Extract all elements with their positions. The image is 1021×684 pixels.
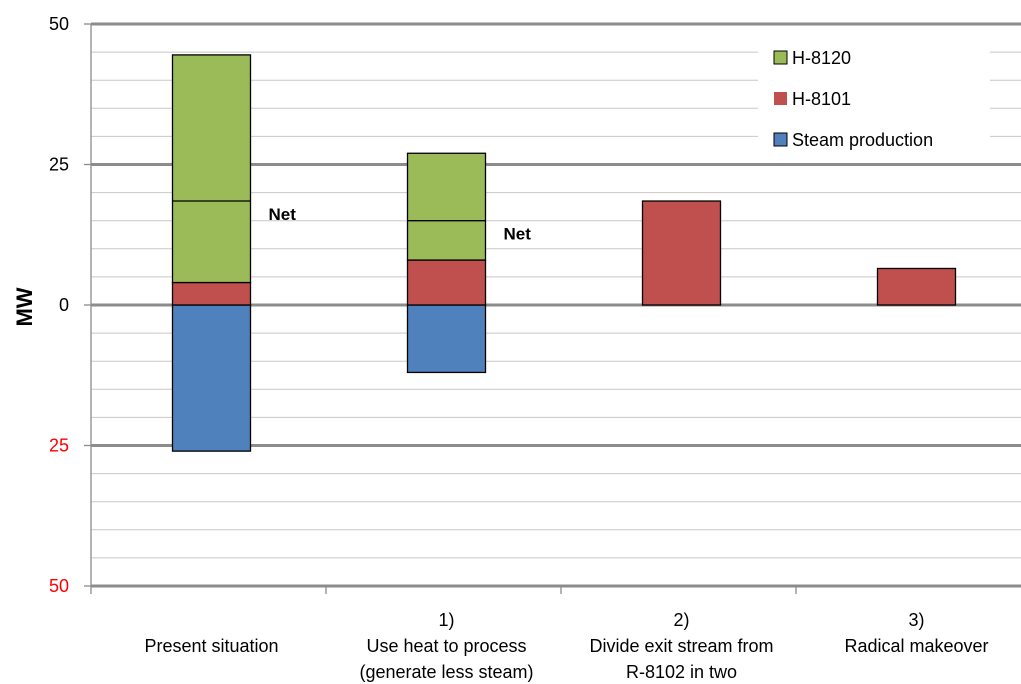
x-category-labels: Present situation 1) Use heat to process (g…	[144, 610, 988, 682]
bar-h-8101-0	[171, 281, 252, 306]
category-label-line: 3)	[908, 610, 924, 630]
legend-swatch	[774, 92, 787, 105]
category-label-line: R-8102 in two	[626, 662, 737, 682]
y-tick-label: 25	[49, 155, 69, 175]
bar-h-8101-3	[876, 267, 957, 306]
category-label-line: Use heat to process	[366, 636, 526, 656]
y-tick-labels: 50 25 0 25 50	[49, 14, 69, 596]
legend-label: Steam production	[792, 130, 933, 150]
bar-steam-production-0	[171, 304, 252, 452]
y-tick-label: 25	[49, 436, 69, 456]
axes	[84, 23, 1021, 594]
legend-background	[758, 38, 990, 160]
bar-h-8120-1	[406, 152, 487, 261]
legend-swatch	[773, 50, 788, 65]
bar-steam-production-1	[406, 304, 487, 374]
y-tick-label: 0	[59, 295, 69, 315]
category-label-line: Present situation	[144, 636, 278, 656]
y-tick-label: 50	[49, 14, 69, 34]
category-label-line: Radical makeover	[844, 636, 988, 656]
bars	[171, 54, 957, 452]
net-label: Net	[504, 225, 532, 244]
net-label: Net	[269, 205, 297, 224]
legend-label: H-8101	[792, 89, 851, 109]
y-tick-label: 50	[49, 576, 69, 596]
bar-h-8101-1	[406, 259, 487, 306]
category-label-line: (generate less steam)	[359, 662, 533, 682]
bar-h-8120-0	[171, 54, 252, 284]
category-label-line: Divide exit stream from	[589, 636, 773, 656]
y-axis-label: MW	[12, 287, 37, 326]
legend: H-8120 H-8101 Steam production	[758, 38, 990, 160]
category-label-line: 1)	[438, 610, 454, 630]
net-markers: Net Net	[172, 200, 532, 244]
bar-h-8101-2	[641, 200, 722, 306]
legend-label: H-8120	[792, 48, 851, 68]
category-label-line: 2)	[673, 610, 689, 630]
legend-swatch	[773, 132, 788, 147]
